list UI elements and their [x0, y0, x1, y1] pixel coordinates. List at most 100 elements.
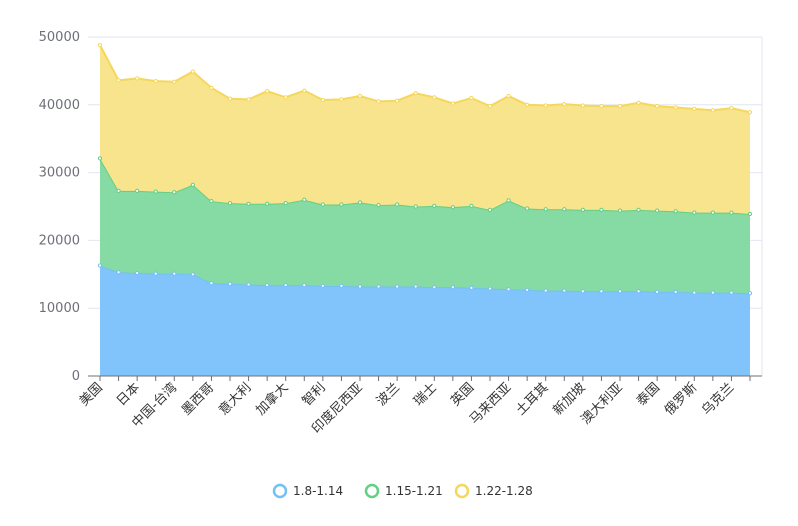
data-point-s3-2[interactable] — [135, 76, 140, 81]
data-point-s2-26[interactable] — [580, 207, 585, 212]
data-point-s2-10[interactable] — [283, 201, 288, 206]
data-point-s1-14[interactable] — [357, 284, 363, 289]
data-point-s3-1[interactable] — [116, 78, 121, 83]
data-point-s1-10[interactable] — [283, 283, 288, 288]
data-point-s2-12[interactable] — [320, 202, 325, 207]
data-point-s1-25[interactable] — [562, 288, 567, 293]
data-point-s2-30[interactable] — [655, 208, 660, 213]
data-point-s1-29[interactable] — [636, 289, 641, 294]
data-point-s1-9[interactable] — [265, 283, 270, 288]
data-point-s1-22[interactable] — [506, 287, 511, 292]
data-point-s3-26[interactable] — [580, 103, 585, 108]
data-point-s3-30[interactable] — [655, 104, 660, 109]
data-point-s1-13[interactable] — [339, 283, 344, 288]
data-point-s3-29[interactable] — [636, 100, 641, 105]
data-point-s1-4[interactable] — [172, 271, 177, 276]
data-point-s2-13[interactable] — [339, 202, 344, 207]
data-point-s1-5[interactable] — [190, 272, 195, 277]
data-point-s2-24[interactable] — [543, 207, 548, 212]
data-point-s1-11[interactable] — [302, 283, 307, 288]
legend-item-3[interactable]: 1.22-1.28 — [454, 483, 533, 499]
data-point-s2-31[interactable] — [673, 209, 678, 214]
data-point-s3-22[interactable] — [506, 93, 511, 99]
data-point-s1-2[interactable] — [135, 270, 140, 276]
data-point-s2-6[interactable] — [209, 198, 214, 204]
data-point-s1-8[interactable] — [246, 282, 251, 287]
data-point-s3-3[interactable] — [153, 78, 158, 84]
data-point-s3-25[interactable] — [562, 102, 567, 107]
data-point-s2-21[interactable] — [487, 207, 493, 212]
data-point-s3-6[interactable] — [209, 85, 214, 90]
data-point-s3-14[interactable] — [357, 93, 363, 99]
data-point-s3-8[interactable] — [246, 97, 251, 102]
data-point-s1-32[interactable] — [692, 290, 697, 295]
data-point-s2-25[interactable] — [562, 207, 567, 212]
data-point-s1-23[interactable] — [525, 287, 530, 292]
data-point-s3-32[interactable] — [692, 106, 697, 111]
data-point-s2-2[interactable] — [135, 188, 140, 194]
data-point-s2-23[interactable] — [525, 206, 530, 211]
data-point-s2-3[interactable] — [153, 189, 158, 194]
data-point-s1-24[interactable] — [543, 288, 548, 293]
data-point-s3-7[interactable] — [227, 96, 233, 101]
data-point-s3-9[interactable] — [265, 89, 270, 94]
data-point-s3-34[interactable] — [729, 106, 734, 111]
data-point-s3-33[interactable] — [710, 108, 715, 113]
data-point-s1-21[interactable] — [487, 286, 493, 291]
data-point-s2-9[interactable] — [265, 201, 270, 206]
data-point-s1-26[interactable] — [580, 289, 585, 294]
data-point-s3-13[interactable] — [339, 97, 344, 102]
data-point-s1-12[interactable] — [320, 283, 325, 288]
data-point-s3-31[interactable] — [673, 105, 678, 110]
data-point-s1-30[interactable] — [655, 289, 660, 295]
data-point-s2-11[interactable] — [302, 197, 307, 202]
data-point-s1-28[interactable] — [617, 289, 623, 294]
data-point-s2-28[interactable] — [617, 208, 623, 213]
data-point-s2-34[interactable] — [729, 210, 734, 215]
legend[interactable]: 1.8-1.14 1.15-1.21 1.22-1.28 — [272, 483, 533, 499]
data-point-s1-3[interactable] — [153, 271, 158, 276]
data-point-s2-14[interactable] — [357, 200, 363, 205]
data-point-s3-12[interactable] — [320, 97, 325, 103]
data-point-s3-18[interactable] — [432, 95, 437, 100]
data-point-s2-7[interactable] — [227, 201, 233, 206]
data-point-s1-27[interactable] — [599, 289, 604, 294]
data-point-s2-4[interactable] — [172, 190, 177, 195]
data-point-s2-29[interactable] — [636, 207, 641, 212]
data-point-s3-19[interactable] — [450, 101, 455, 106]
data-point-s2-17[interactable] — [413, 204, 418, 209]
data-point-s2-22[interactable] — [506, 198, 511, 203]
data-point-s2-32[interactable] — [692, 210, 697, 215]
data-point-s2-16[interactable] — [395, 202, 400, 207]
data-point-s3-15[interactable] — [376, 99, 381, 104]
data-point-s1-16[interactable] — [395, 284, 400, 289]
data-point-s3-16[interactable] — [395, 98, 400, 103]
data-point-s3-35[interactable] — [747, 110, 753, 115]
data-point-s3-10[interactable] — [283, 95, 288, 100]
data-point-s3-21[interactable] — [487, 104, 493, 109]
data-point-s1-0[interactable] — [97, 263, 103, 268]
data-point-s2-5[interactable] — [190, 182, 195, 187]
data-point-s1-20[interactable] — [469, 285, 474, 290]
data-point-s3-27[interactable] — [599, 104, 604, 109]
data-point-s1-18[interactable] — [432, 285, 437, 290]
data-point-s3-24[interactable] — [543, 103, 548, 108]
data-point-s2-27[interactable] — [599, 207, 604, 212]
data-point-s2-0[interactable] — [97, 156, 103, 161]
data-point-s1-17[interactable] — [413, 284, 418, 289]
data-point-s3-5[interactable] — [190, 69, 195, 74]
data-point-s1-34[interactable] — [729, 290, 734, 295]
data-point-s1-35[interactable] — [747, 291, 753, 296]
data-point-s2-15[interactable] — [376, 203, 381, 208]
data-point-s3-28[interactable] — [617, 104, 623, 109]
data-point-s3-4[interactable] — [172, 79, 177, 84]
data-point-s1-6[interactable] — [209, 281, 214, 286]
legend-item-2[interactable]: 1.15-1.21 — [364, 483, 443, 499]
data-point-s1-15[interactable] — [376, 284, 381, 289]
data-point-s2-18[interactable] — [432, 203, 437, 208]
data-point-s1-33[interactable] — [710, 290, 715, 295]
data-point-s2-8[interactable] — [246, 201, 251, 206]
data-point-s2-35[interactable] — [747, 211, 753, 217]
legend-item-1[interactable]: 1.8-1.14 — [272, 483, 343, 499]
data-point-s2-19[interactable] — [450, 205, 455, 210]
